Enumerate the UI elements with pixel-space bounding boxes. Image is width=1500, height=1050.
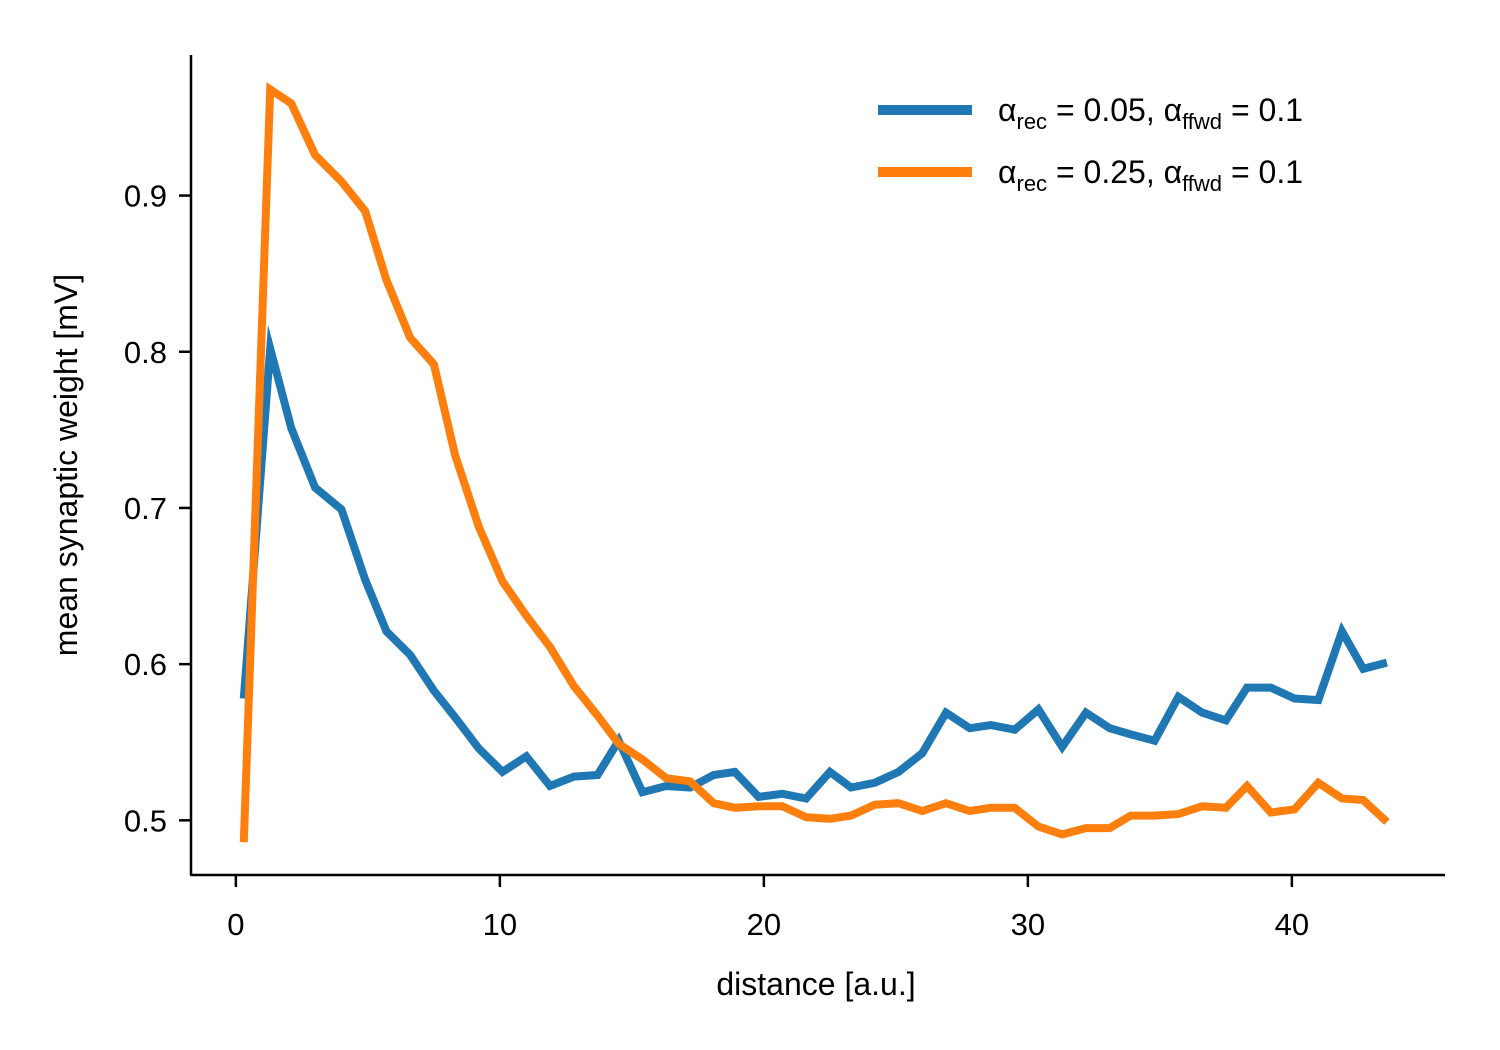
y-tick-label: 0.6 [124, 647, 167, 682]
x-tick-label: 0 [227, 907, 244, 942]
y-tick-label: 0.5 [124, 803, 167, 838]
legend-label-2: αrec = 0.25, αffwd = 0.1 [998, 154, 1303, 196]
x-tick-label: 20 [747, 907, 781, 942]
legend: αrec = 0.05, αffwd = 0.1 αrec = 0.25, αff… [878, 92, 1303, 196]
x-axis-label: distance [a.u.] [716, 966, 915, 1002]
y-axis-label: mean synaptic weight [mV] [48, 274, 84, 656]
legend-label-1: αrec = 0.05, αffwd = 0.1 [998, 92, 1303, 134]
y-tick-label: 0.8 [124, 335, 167, 370]
x-tick-label: 10 [483, 907, 517, 942]
series-line-2 [239, 82, 1390, 843]
y-tick-label: 0.7 [124, 491, 167, 526]
y-ticks: 0.5 0.6 0.7 0.8 0.9 [124, 179, 191, 838]
series-layer [239, 82, 1390, 843]
x-tick-label: 40 [1275, 907, 1309, 942]
y-tick-label: 0.9 [124, 179, 167, 214]
x-tick-label: 30 [1011, 907, 1045, 942]
x-ticks: 0 10 20 30 40 [227, 875, 1309, 942]
series-line-1 [239, 324, 1388, 803]
